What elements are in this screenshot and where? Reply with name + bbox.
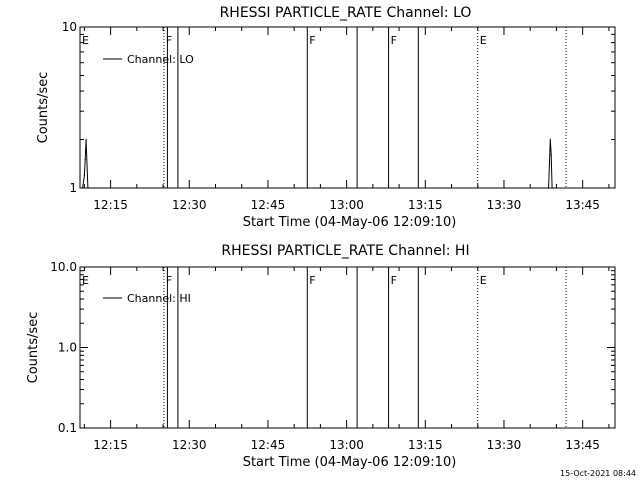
panel-1-data-point: [549, 138, 551, 141]
panel-2-y-tick-label: 0.1: [58, 421, 77, 435]
panel-2-legend-label: Channel: HI: [127, 292, 191, 305]
panel-1-x-tick-label: 13:00: [329, 198, 364, 212]
panel-2-event-label: E: [82, 274, 89, 287]
panel-2-x-axis-label: Start Time (04-May-06 12:09:10): [243, 455, 457, 470]
panel-1-x-tick-label: 13:15: [408, 198, 443, 212]
panel-1-data-point: [548, 163, 551, 166]
panel-1-chart-title: RHESSI PARTICLE_RATE Channel: LO: [220, 5, 472, 21]
panel-1-data-point: [550, 154, 552, 156]
panel-1-data-point: [87, 187, 89, 189]
panel-2-x-tick-label: 13:15: [408, 438, 443, 452]
panel-1-x-tick-label: 12:15: [93, 198, 128, 212]
panel-2-event-label: F: [309, 274, 315, 287]
panel-2-event-label: F: [166, 274, 172, 287]
panel-2-chart-title: RHESSI PARTICLE_RATE Channel: HI: [221, 243, 469, 259]
panel-1-x-tick-label: 12:45: [251, 198, 286, 212]
panel-1-plot-frame: [79, 26, 616, 189]
footer-timestamp: 15-Oct-2021 08:44: [560, 469, 636, 478]
panel-1-event-label: F: [309, 34, 315, 47]
panel-2-x-tick-label: 13:30: [487, 438, 522, 452]
panel-2-y-axis-label: Counts/sec: [26, 312, 41, 384]
panel-1-series-line: [82, 139, 553, 189]
panel-2-x-tick-label: 13:45: [565, 438, 600, 452]
panel-2-x-tick-label: 12:45: [251, 438, 286, 452]
panel-1-data-point: [83, 174, 85, 176]
panel-2-x-tick-label: 13:00: [329, 438, 364, 452]
panel-1-data-point: [82, 187, 84, 189]
panel-1-x-tick-label: 13:30: [487, 198, 522, 212]
panel-1-data-point: [84, 159, 86, 161]
panel-1-legend-label: Channel: LO: [127, 53, 194, 66]
panel-1-event-label: F: [166, 34, 172, 47]
panel-1-event-label: E: [480, 34, 487, 47]
panel-2-event-label: E: [480, 274, 487, 287]
panel-1-data-point: [551, 187, 553, 189]
panel-1-y-axis-label: Counts/sec: [36, 72, 51, 144]
panel-1-x-tick-label: 13:45: [565, 198, 600, 212]
panel-1-data-point: [547, 187, 550, 189]
panel-1-event-label: F: [391, 34, 397, 47]
panel-1-y-tick-label: 10: [62, 20, 77, 34]
panel-1-data-point: [85, 138, 87, 141]
panel-2-x-tick-label: 12:30: [172, 438, 207, 452]
panel-2-y-tick-label: 10.0: [50, 260, 77, 274]
panel-1-x-axis-label: Start Time (04-May-06 12:09:10): [243, 215, 457, 230]
panel-2-x-tick-label: 12:15: [93, 438, 128, 452]
panel-2-y-tick-label: 1.0: [58, 341, 77, 355]
panel-1-x-tick-label: 12:30: [172, 198, 207, 212]
panel-1-y-tick-label: 1: [69, 181, 77, 195]
panel-1-event-label: E: [82, 34, 89, 47]
panel-2-event-label: F: [391, 274, 397, 287]
